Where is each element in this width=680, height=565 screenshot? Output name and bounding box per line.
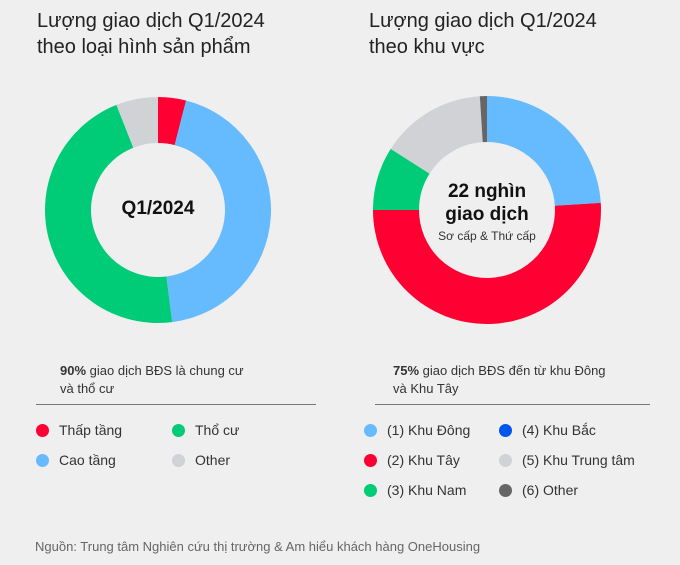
left-divider (36, 404, 316, 405)
center-label-line-1: 22 nghìn (447, 181, 527, 202)
legend-swatch (499, 483, 512, 497)
legend-item-0-1: Cao tầng (36, 452, 116, 468)
right-note: 75% giao dịch BĐS đến từ khu Đông và Khu… (393, 362, 606, 398)
legend-swatch (172, 423, 185, 437)
donut-1-slice-1 (373, 202, 601, 324)
donut-1-slice-4 (390, 96, 483, 174)
donut-0-slice-1 (166, 100, 271, 323)
legend-label: Thổ cư (195, 422, 240, 438)
legend-item-1-3: (4) Khu Bắc (499, 422, 596, 438)
legend-item-1-2: (3) Khu Nam (364, 482, 466, 498)
right-note-bold: 75% (393, 363, 420, 378)
legend-label: (6) Other (522, 482, 579, 498)
right-chart-title: Lượng giao dịch Q1/2024 theo khu vực (369, 8, 597, 60)
legend-item-1-5: (6) Other (499, 482, 578, 498)
right-divider (375, 404, 650, 405)
legend-swatch (36, 423, 49, 437)
legend-label: Other (195, 452, 231, 468)
legend-item-1-1: (2) Khu Tây (364, 452, 460, 468)
legend-label: Cao tầng (59, 452, 116, 468)
left-title-line-1: Lượng giao dịch Q1/2024 (37, 10, 265, 32)
left-note: 90% giao dịch BĐS là chung cư và thổ cư (60, 362, 244, 398)
legend-swatch (499, 453, 512, 467)
center-label-line-2: giao dịch (445, 204, 529, 225)
legend-label: (4) Khu Bắc (522, 422, 596, 438)
legend-swatch (499, 423, 512, 437)
legend-item-0-2: Thổ cư (172, 422, 239, 438)
donut-0-slice-3 (116, 97, 158, 148)
legend-swatch (172, 453, 185, 467)
left-note-line-1: giao dịch BĐS là chung cư (89, 363, 244, 378)
legend-swatch (364, 423, 377, 437)
center-sublabel: Sơ cấp & Thứ cấp (438, 229, 536, 243)
legend-swatch (36, 453, 49, 467)
right-title-line-1: Lượng giao dịch Q1/2024 (369, 10, 597, 32)
donut-0-slice-0 (158, 97, 187, 146)
legend-label: (1) Khu Đông (387, 422, 471, 438)
right-note-line-2: và Khu Tây (393, 381, 459, 396)
legend-item-0-0: Thấp tầng (36, 422, 122, 438)
left-title-line-2: theo loại hình sản phẩm (37, 36, 251, 58)
legend-item-1-4: (5) Khu Trung tâm (499, 452, 635, 468)
left-chart-title: Lượng giao dịch Q1/2024 theo loại hình s… (37, 8, 265, 60)
source-note: Nguồn: Trung tâm Nghiên cứu thị trường &… (35, 539, 481, 554)
legend-item-0-3: Other (172, 452, 230, 468)
legend-label: (2) Khu Tây (387, 452, 460, 468)
left-note-bold: 90% (60, 363, 87, 378)
legend-swatch (364, 453, 377, 467)
right-title-line-2: theo khu vực (369, 36, 485, 58)
donut-1-slice-2 (373, 148, 430, 210)
legend-item-1-0: (1) Khu Đông (364, 422, 470, 438)
left-note-line-2: và thổ cư (60, 381, 115, 396)
legend-label: (5) Khu Trung tâm (522, 452, 635, 468)
legend-swatch (364, 483, 377, 497)
legend-label: Thấp tầng (59, 422, 123, 438)
donut-1-slice-0 (487, 96, 601, 206)
legend-label: (3) Khu Nam (387, 482, 467, 498)
left-center-label: Q1/2024 (121, 198, 195, 219)
donut-1-slice-5 (479, 96, 487, 143)
right-note-line-1: giao dịch BĐS đến từ khu Đông (422, 363, 606, 378)
right-center-label: 22 nghìn giao dịch Sơ cấp & Thứ cấp (417, 180, 557, 243)
donut-0-slice-2 (45, 104, 173, 323)
